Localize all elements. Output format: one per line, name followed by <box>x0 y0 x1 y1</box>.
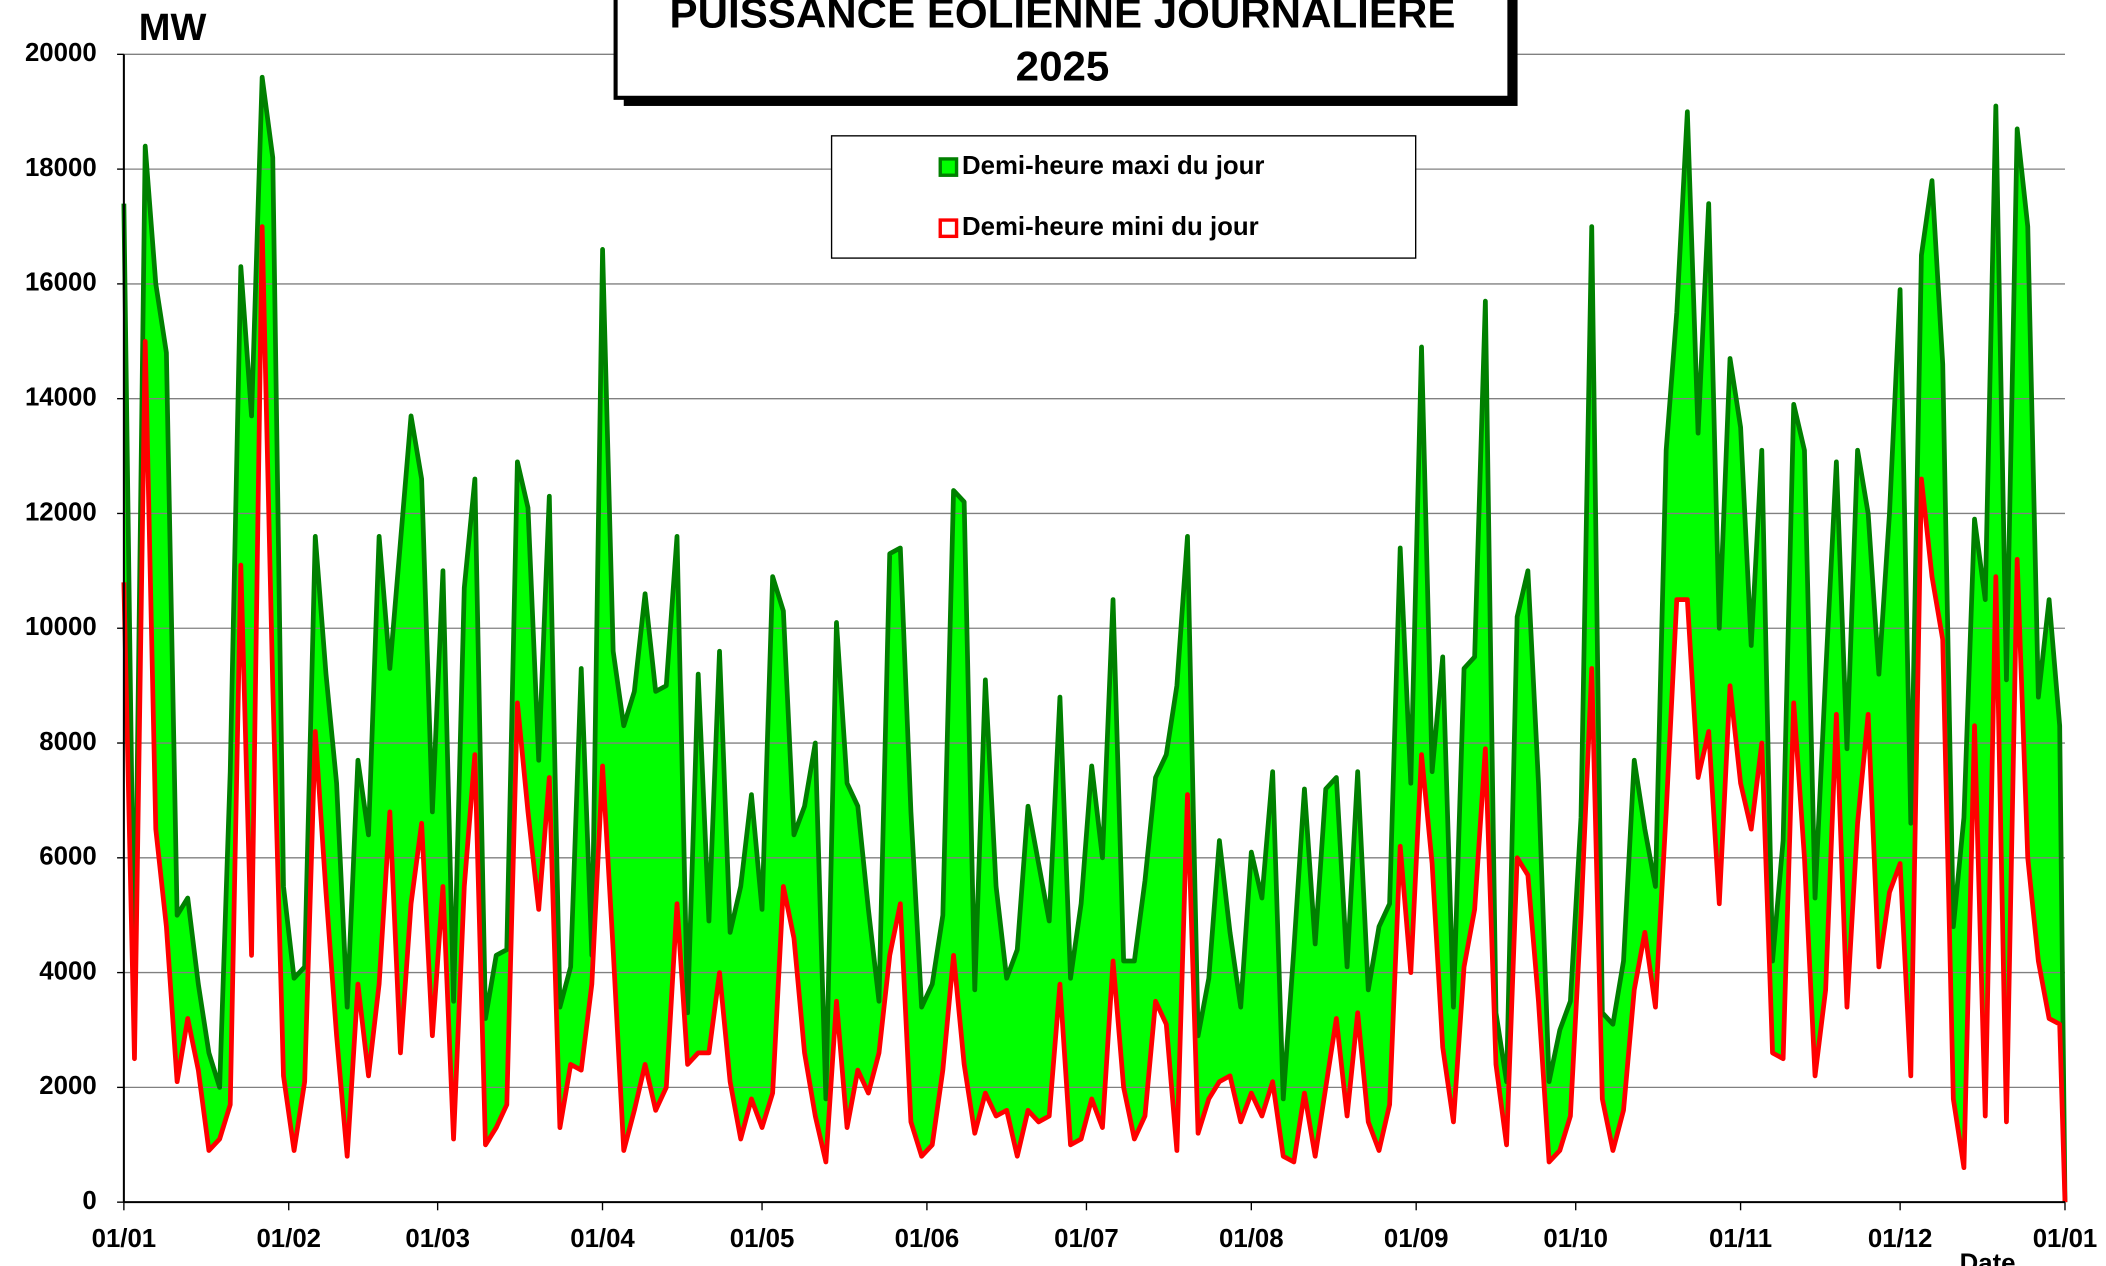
y-tick-label: 4000 <box>39 957 96 985</box>
y-tick-label: 12000 <box>25 498 97 526</box>
y-tick-label: 8000 <box>39 728 96 756</box>
legend-label: Demi-heure maxi du jour <box>962 152 1264 180</box>
axes <box>117 53 2066 1211</box>
chart-title: PUISSANCE ÉOLIENNE JOURNALIÈRE <box>670 0 1456 36</box>
legend-label: Demi-heure mini du jour <box>962 213 1259 241</box>
legend-swatch <box>938 157 959 177</box>
x-tick-label: 01/07 <box>1054 1225 1119 1253</box>
x-tick-label: 01/05 <box>730 1225 795 1253</box>
y-tick-label: 10000 <box>25 613 97 641</box>
chart-subtitle: 2025 <box>1016 42 1110 89</box>
series-line <box>121 224 2068 1203</box>
title-box: PUISSANCE ÉOLIENNE JOURNALIÈRE 2025 <box>613 0 1518 106</box>
x-tick-label: 01/09 <box>1384 1225 1449 1253</box>
legend-swatch <box>938 218 959 239</box>
y-tick-label: 6000 <box>39 843 96 871</box>
x-tick-label: 01/11 <box>1709 1225 1772 1253</box>
y-tick-label: 20000 <box>25 39 97 67</box>
y-tick-label: 16000 <box>25 269 97 297</box>
y-axis-label: MW <box>139 7 207 49</box>
x-tick-label: 01/01 <box>92 1225 157 1253</box>
x-tick-label: 01/12 <box>1868 1225 1933 1253</box>
x-tick-label: 01/02 <box>256 1225 321 1253</box>
x-tick-label: 01/10 <box>1543 1225 1608 1253</box>
x-tick-label: 01/04 <box>570 1225 635 1253</box>
title-frame <box>613 0 1512 100</box>
lines <box>121 74 2068 1203</box>
y-tick-label: 2000 <box>39 1072 96 1100</box>
x-tick-label: 01/08 <box>1219 1225 1284 1253</box>
legend-frame <box>830 135 1417 259</box>
series-line <box>121 74 2068 1203</box>
y-tick-label: 18000 <box>25 154 97 182</box>
x-tick-label: 01/01 <box>2033 1225 2098 1253</box>
x-tick-label: 01/03 <box>405 1225 470 1253</box>
x-tick-label: 01/06 <box>895 1225 960 1253</box>
y-tick-label: 0 <box>82 1187 96 1215</box>
y-tick-label: 14000 <box>25 383 97 411</box>
x-axis-label: Date <box>1960 1249 2016 1266</box>
legend: Demi-heure maxi du jour Demi-heure mini d… <box>830 135 1417 259</box>
